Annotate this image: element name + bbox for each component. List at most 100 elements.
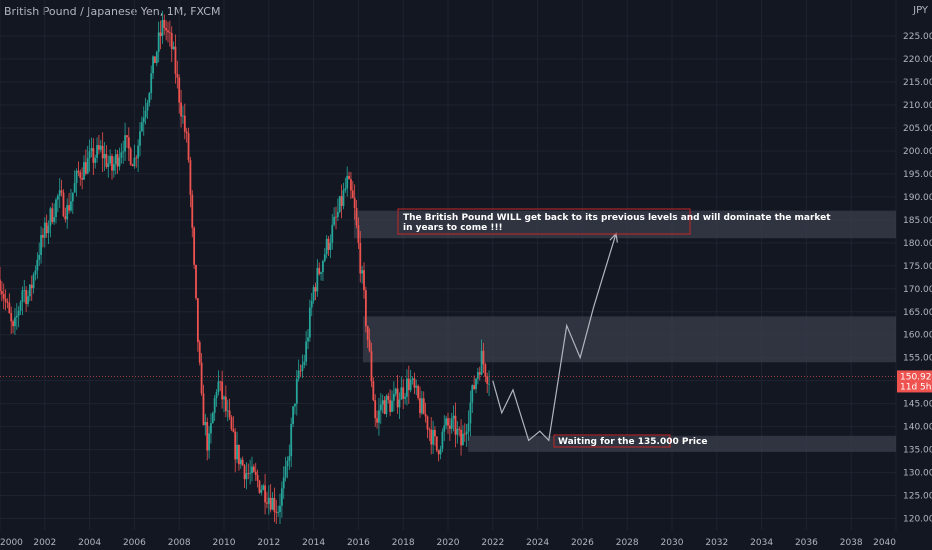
- x-tick-label: 2028: [616, 538, 639, 548]
- y-tick-label: 125.000: [903, 492, 932, 502]
- candle-body: [407, 378, 410, 391]
- candle-body: [92, 148, 95, 163]
- candle-body: [43, 222, 46, 238]
- candle-body: [206, 422, 209, 451]
- y-tick-label: 175.000: [903, 262, 932, 272]
- x-axis: 2000 2002 2004 2006 2008 2010 2012 2014 2016 2018…: [0, 538, 896, 548]
- candle-body: [232, 429, 235, 432]
- x-tick-label: 2010: [213, 538, 236, 548]
- x-tick-label: 2032: [705, 538, 728, 548]
- candle-body: [133, 157, 136, 167]
- candle-body: [86, 158, 89, 174]
- candle-body: [465, 431, 468, 435]
- candle-body: [64, 216, 67, 220]
- candle-body: [223, 396, 225, 400]
- candle-body: [111, 156, 113, 171]
- candle-body: [409, 379, 412, 391]
- candle-body: [327, 238, 330, 251]
- candle-body: [189, 160, 192, 195]
- candle-body: [292, 406, 294, 424]
- candle-body: [267, 497, 270, 504]
- candle-body: [238, 444, 240, 465]
- candle-body: [301, 364, 304, 372]
- candle-body: [163, 19, 166, 29]
- candle-body: [458, 428, 461, 430]
- candle-body: [122, 151, 125, 153]
- candle-body: [411, 378, 414, 380]
- candle-body: [10, 313, 13, 322]
- candle-body: [430, 429, 433, 445]
- x-tick-label: 2014: [302, 538, 325, 548]
- candle-body: [75, 170, 78, 184]
- candle-body: [96, 145, 98, 158]
- candle-body: [305, 341, 308, 362]
- candle-body: [437, 450, 440, 455]
- x-tick-label: 2026: [571, 538, 594, 548]
- candle-body: [167, 30, 169, 33]
- candle-body: [58, 190, 61, 196]
- y-tick-label: 145.000: [903, 400, 932, 410]
- candle-body: [419, 398, 421, 414]
- candle-body: [275, 511, 278, 513]
- candle-body: [254, 471, 257, 476]
- candle-body: [198, 342, 201, 363]
- candle-body: [252, 466, 255, 472]
- candle-body: [308, 307, 311, 338]
- candle-body: [126, 135, 128, 138]
- candle-body: [413, 378, 416, 388]
- y-tick-label: 185.000: [903, 216, 932, 226]
- candle-body: [211, 412, 214, 424]
- candle-body: [258, 480, 261, 493]
- candle-body: [144, 110, 147, 118]
- candle-body: [484, 364, 487, 377]
- candle-body: [118, 157, 121, 167]
- candle-body: [336, 211, 339, 218]
- candle-body: [23, 290, 26, 291]
- candle-body: [88, 151, 91, 159]
- annotations: The British Pound WILL get back to its p…: [397, 208, 831, 448]
- candle-body: [404, 396, 406, 399]
- current-price-badge: [897, 370, 932, 393]
- candle-body: [323, 254, 326, 262]
- x-tick-label: 2000: [0, 538, 23, 548]
- y-tick-label: 120.000: [903, 515, 932, 525]
- candle-body: [475, 378, 477, 389]
- candle-body: [266, 502, 268, 504]
- y-tick-label: 210.000: [903, 101, 932, 111]
- x-tick-label: 2012: [257, 538, 280, 548]
- candle-body: [316, 267, 319, 292]
- x-tick-label: 2002: [33, 538, 56, 548]
- candle-body: [340, 196, 343, 206]
- candle-body: [32, 274, 35, 289]
- candle-body: [114, 154, 117, 165]
- y-tick-label: 215.000: [903, 78, 932, 88]
- candle-body: [146, 102, 149, 111]
- candle-body: [331, 224, 334, 243]
- candle-body: [462, 433, 464, 446]
- candle-body: [28, 284, 31, 297]
- candle-body: [398, 399, 401, 408]
- candle-body: [434, 429, 436, 437]
- candle-body: [60, 190, 63, 193]
- candle-body: [195, 264, 197, 299]
- candle-body: [56, 195, 59, 200]
- candle-body: [193, 227, 196, 265]
- candle-body: [200, 362, 203, 394]
- candle-body: [443, 425, 446, 432]
- candle-body: [447, 418, 449, 426]
- candle-body: [476, 372, 479, 379]
- candle-body: [101, 145, 104, 159]
- candle-body: [165, 28, 168, 31]
- y-tick-label: 155.000: [903, 354, 932, 364]
- candle-body: [94, 157, 97, 163]
- candle-body: [15, 315, 18, 318]
- candle-body: [378, 410, 380, 423]
- candle-body: [486, 376, 489, 384]
- candle-body: [116, 154, 119, 167]
- candle-body: [140, 122, 143, 132]
- candle-body: [277, 511, 280, 513]
- candle-body: [161, 19, 164, 37]
- candle-body: [139, 131, 141, 146]
- bar-countdown: 11d 5h: [900, 382, 931, 392]
